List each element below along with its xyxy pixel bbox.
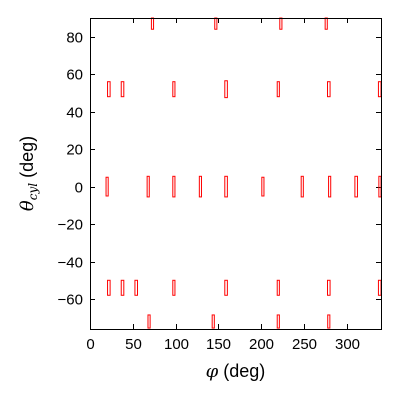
data-point — [120, 81, 125, 98]
data-point — [224, 80, 228, 99]
data-point — [147, 314, 151, 329]
y-tick-label: −20 — [58, 217, 83, 234]
data-point — [198, 175, 202, 198]
data-point — [377, 279, 382, 296]
data-point — [150, 17, 155, 30]
data-point — [276, 314, 280, 329]
data-point — [300, 175, 304, 198]
data-point — [327, 279, 331, 296]
x-tick-label: 0 — [86, 336, 94, 353]
data-point — [120, 279, 125, 296]
x-axis-label: φ (deg) — [206, 361, 266, 382]
data-point — [172, 279, 176, 296]
y-axis-subscript: cyl — [26, 183, 40, 201]
x-tick-label: 250 — [292, 336, 317, 353]
data-point — [327, 81, 331, 98]
data-point — [261, 176, 265, 197]
x-axis-ticks: 0 50 100 150 200 250 300 — [86, 18, 360, 353]
data-point — [214, 17, 218, 30]
data-point — [105, 176, 109, 197]
x-tick-label: 150 — [206, 336, 231, 353]
data-point — [279, 17, 283, 30]
x-tick-label: 200 — [249, 336, 274, 353]
data-point — [211, 314, 215, 329]
data-point — [276, 81, 280, 98]
data-point — [354, 175, 358, 198]
y-tick-label: −60 — [58, 292, 83, 309]
y-tick-label: 80 — [66, 30, 83, 47]
data-point — [328, 175, 332, 198]
x-axis-unit: (deg) — [218, 361, 265, 381]
data-point — [134, 279, 139, 296]
data-point — [224, 279, 228, 296]
y-tick-label: 0 — [75, 180, 83, 197]
data-point — [377, 81, 382, 98]
data-point — [378, 175, 382, 198]
x-tick-label: 50 — [125, 336, 142, 353]
y-axis-unit: (deg) — [17, 136, 37, 183]
x-tick-label: 300 — [335, 336, 360, 353]
data-points — [105, 17, 382, 329]
y-axis-ticks: −60 −40 −20 0 20 40 60 80 — [58, 30, 381, 309]
x-axis-symbol: φ — [206, 361, 219, 382]
plot-frame — [90, 18, 382, 330]
data-point — [276, 279, 280, 296]
x-tick-label: 100 — [164, 336, 189, 353]
data-point — [146, 175, 150, 198]
y-tick-label: 60 — [66, 67, 83, 84]
data-point — [327, 314, 331, 329]
data-point — [107, 279, 111, 296]
y-tick-label: −40 — [58, 255, 83, 272]
data-point — [172, 81, 176, 98]
data-point — [324, 17, 328, 30]
y-axis-label: θcyl (deg) — [17, 136, 40, 211]
data-point — [172, 175, 176, 198]
data-point — [107, 81, 111, 98]
data-point — [224, 175, 228, 198]
y-tick-label: 20 — [66, 142, 83, 159]
y-axis-symbol: θ — [17, 200, 38, 211]
y-tick-label: 40 — [66, 105, 83, 122]
